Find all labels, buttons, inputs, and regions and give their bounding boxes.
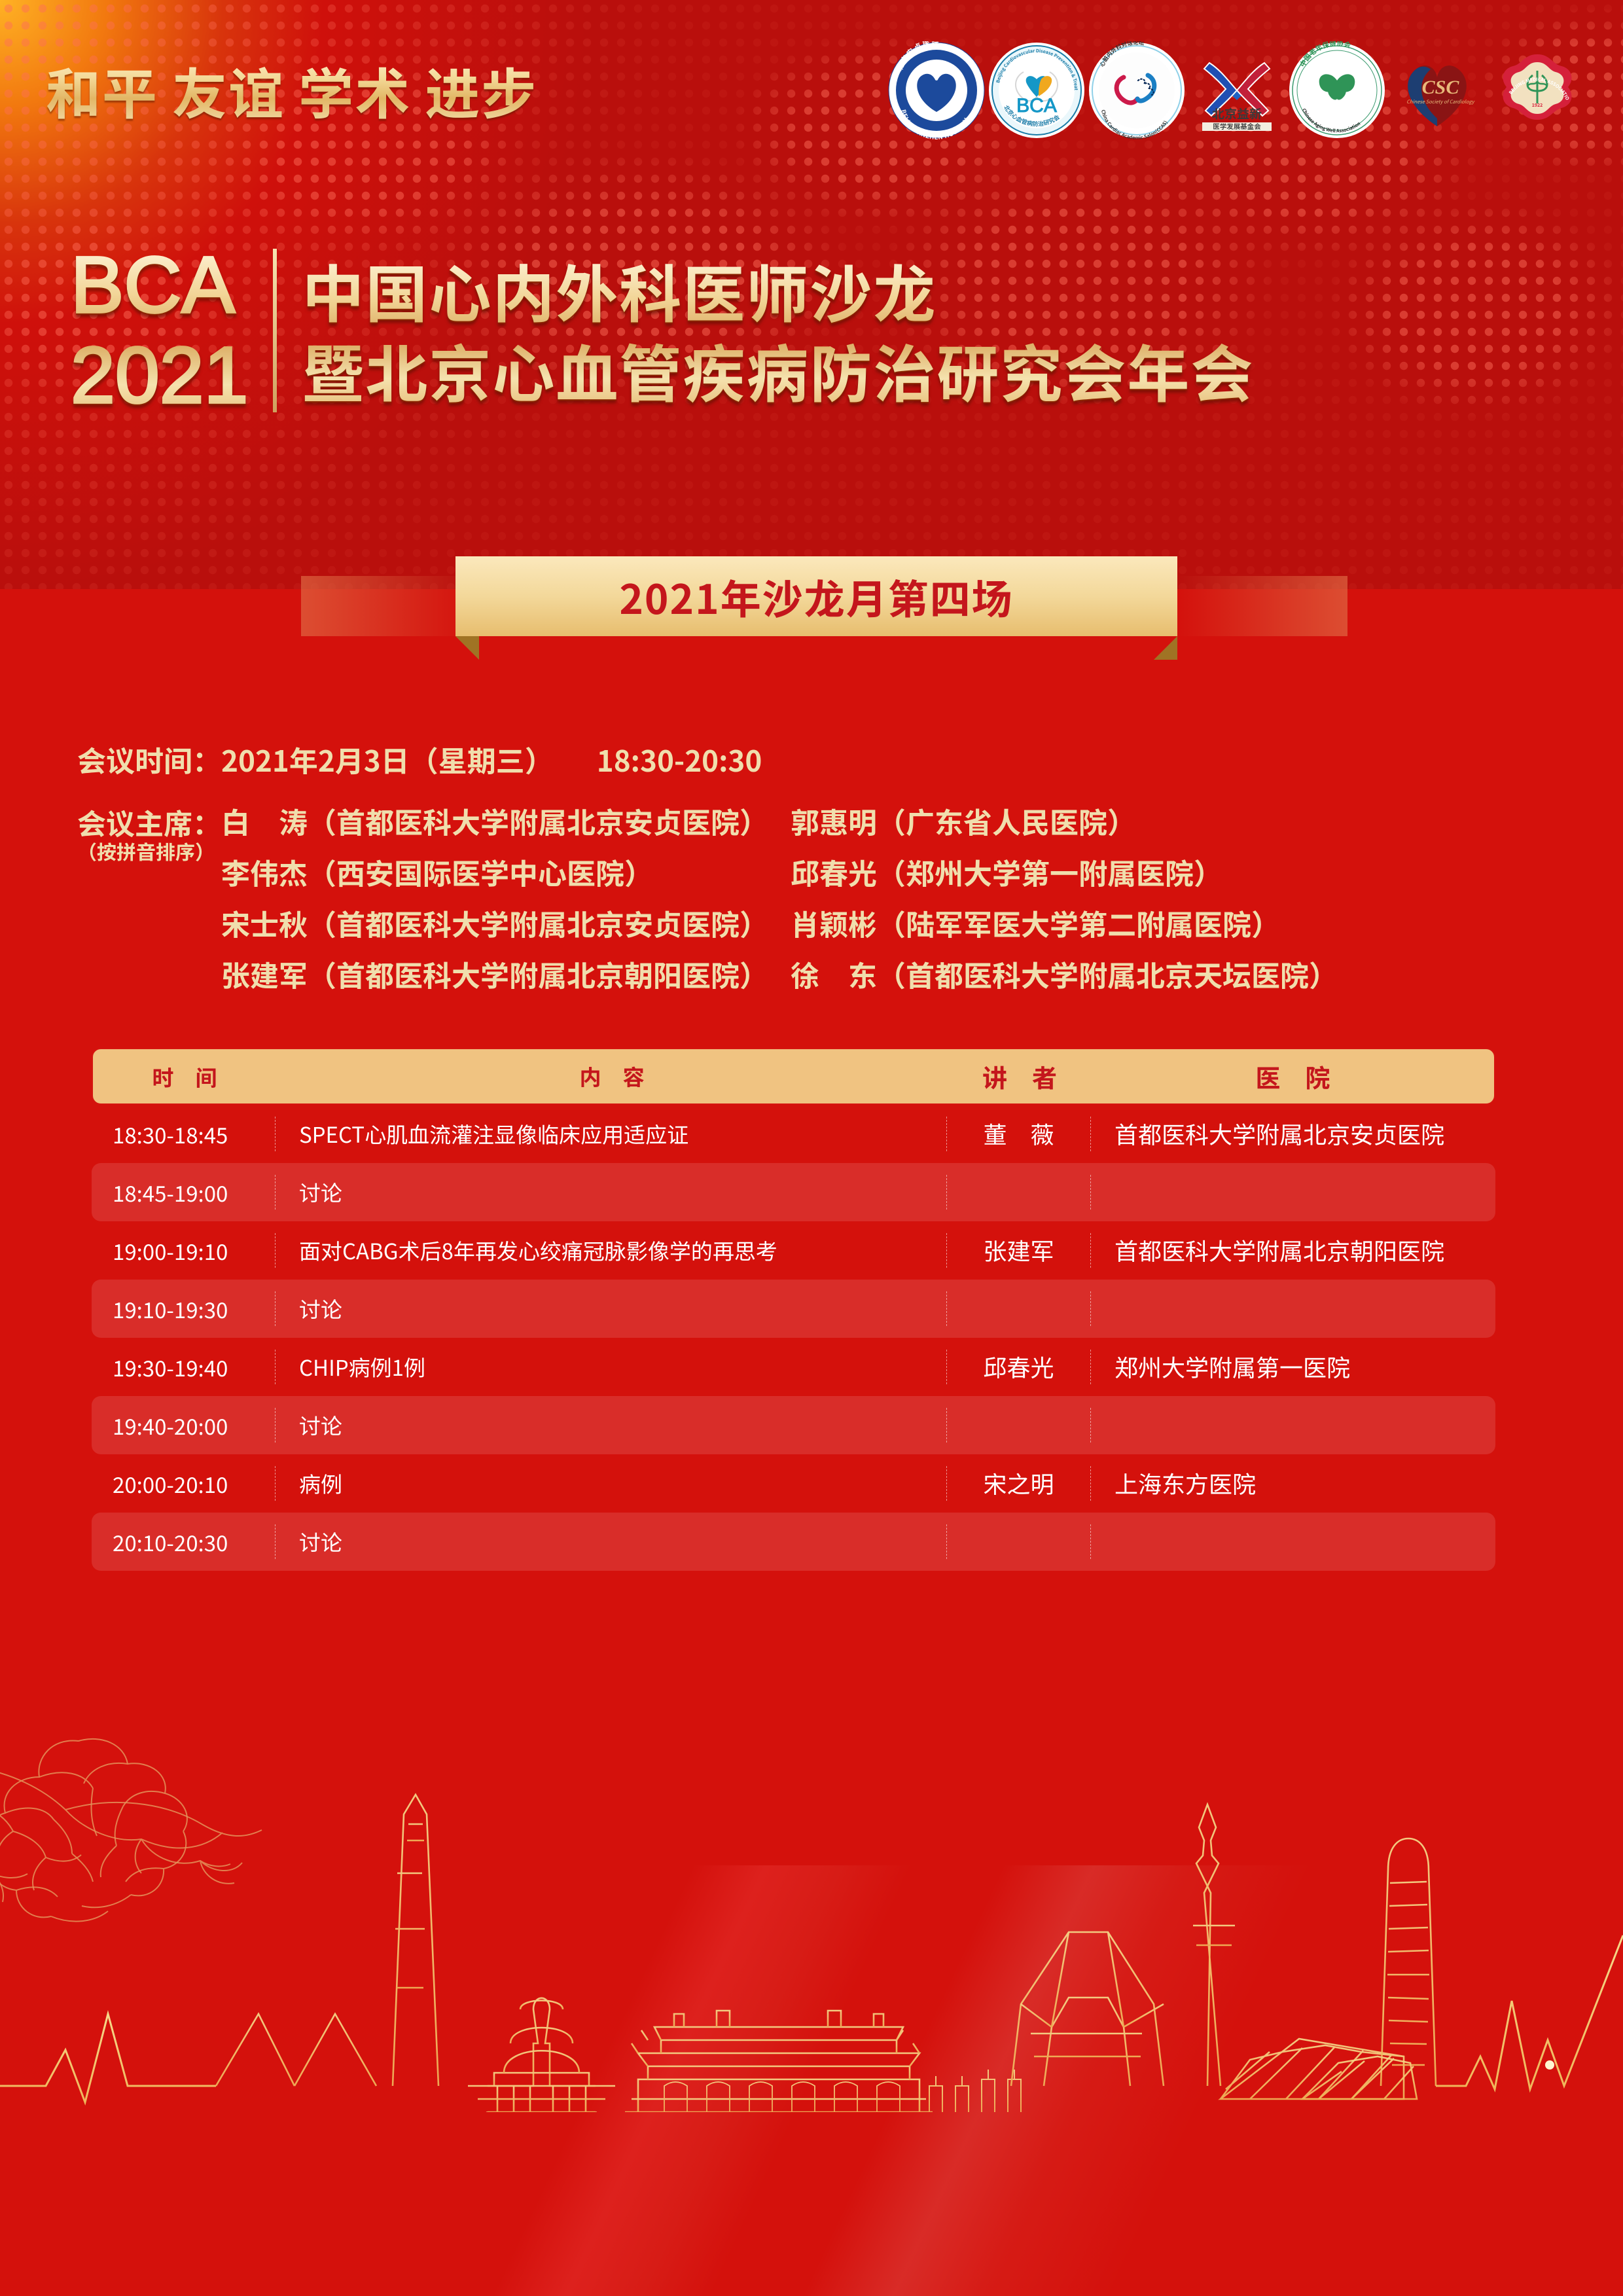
svg-text:医学发展基金会: 医学发展基金会	[1213, 122, 1261, 132]
svg-text:BCA: BCA	[1016, 95, 1058, 117]
svg-text:CSC: CSC	[1422, 77, 1460, 98]
svg-text:1922: 1922	[1532, 102, 1543, 109]
svg-text:Chinese Society of Cardiology: Chinese Society of Cardiology	[1406, 98, 1475, 105]
svg-text:北京益新: 北京益新	[1212, 105, 1262, 122]
